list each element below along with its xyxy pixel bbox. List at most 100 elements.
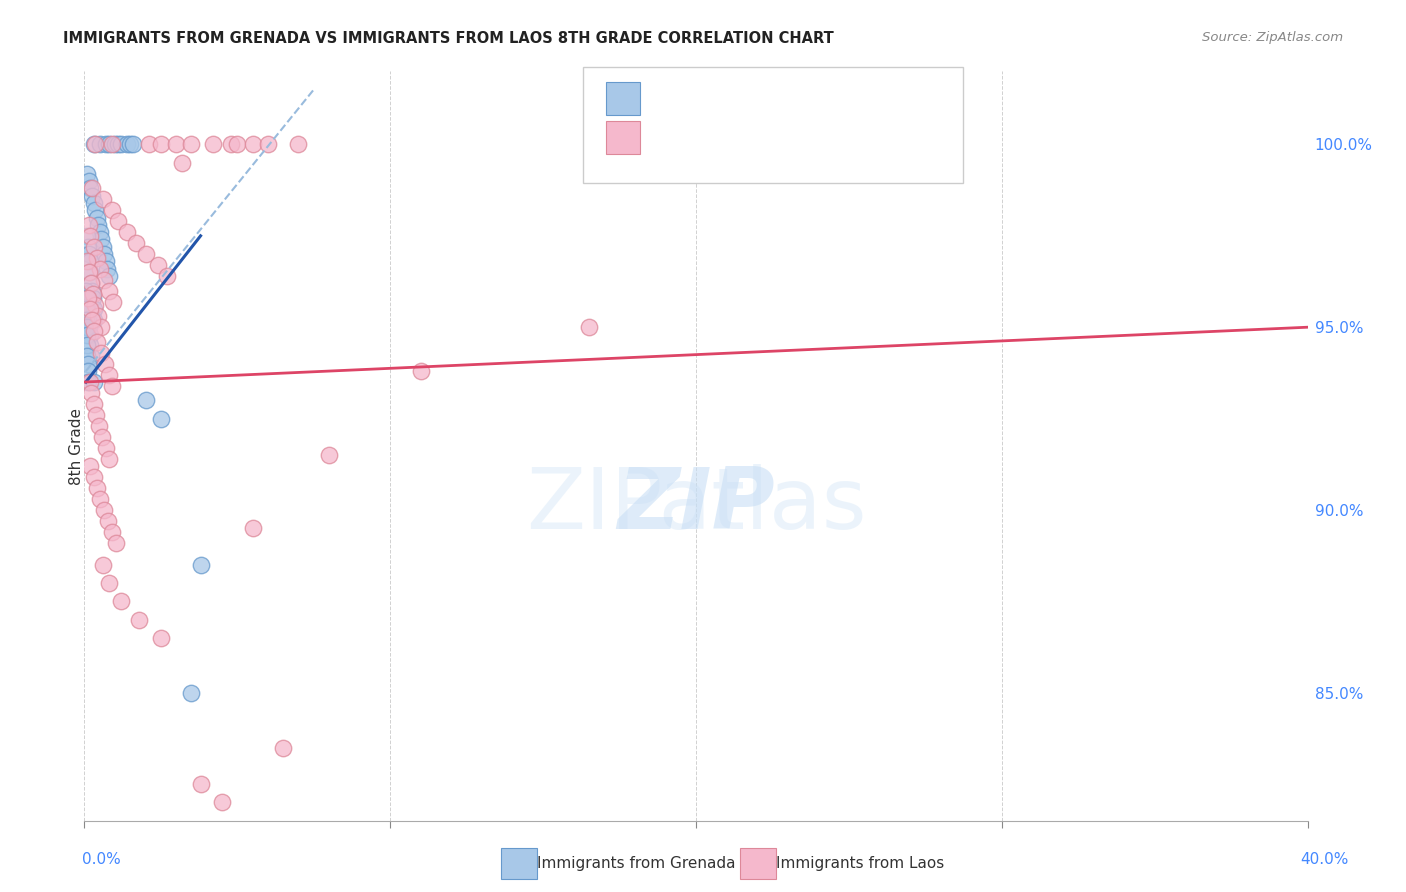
- Point: [98, 451, 121, 466]
- Point: [172, 155, 194, 169]
- Point: [79, 459, 101, 474]
- Point: [242, 137, 264, 152]
- Point: [149, 137, 172, 152]
- Text: 40.0%: 40.0%: [1301, 852, 1348, 867]
- Point: [77, 218, 100, 232]
- Point: [77, 375, 100, 389]
- Point: [90, 232, 112, 246]
- Point: [110, 137, 132, 152]
- Point: [93, 247, 115, 261]
- Text: R =  0.020   N = 74: R = 0.020 N = 74: [650, 128, 825, 147]
- Point: [138, 137, 160, 152]
- Point: [110, 594, 132, 608]
- Point: [165, 137, 187, 152]
- Point: [89, 261, 111, 276]
- Point: [94, 357, 117, 371]
- Point: [103, 294, 125, 309]
- Point: [101, 378, 124, 392]
- Point: [77, 240, 100, 254]
- Point: [83, 301, 105, 316]
- Point: [83, 470, 105, 484]
- Point: [83, 240, 105, 254]
- Point: [76, 320, 98, 334]
- Point: [79, 181, 101, 195]
- Text: Immigrants from Laos: Immigrants from Laos: [776, 856, 945, 871]
- Point: [84, 408, 107, 422]
- Point: [156, 268, 179, 283]
- Point: [107, 137, 129, 152]
- Point: [84, 203, 107, 218]
- Point: [80, 188, 103, 202]
- Point: [105, 536, 128, 550]
- Point: [86, 251, 108, 265]
- Point: [86, 481, 108, 495]
- Point: [287, 137, 309, 152]
- Point: [77, 247, 100, 261]
- Point: [77, 174, 100, 188]
- Point: [83, 324, 105, 338]
- Point: [77, 320, 100, 334]
- Text: 0.0%: 0.0%: [82, 852, 121, 867]
- Point: [90, 346, 112, 360]
- Point: [122, 137, 145, 152]
- Point: [76, 350, 98, 364]
- Point: [125, 236, 148, 251]
- Point: [201, 137, 224, 152]
- Point: [149, 411, 172, 425]
- Point: [271, 740, 294, 755]
- Point: [80, 277, 103, 291]
- Point: [94, 441, 117, 455]
- Point: [128, 613, 150, 627]
- Point: [226, 137, 249, 152]
- Point: [409, 364, 432, 378]
- Point: [80, 386, 103, 401]
- Point: [96, 261, 118, 276]
- Point: [83, 375, 105, 389]
- Point: [79, 375, 101, 389]
- Point: [76, 254, 98, 268]
- Text: Source: ZipAtlas.com: Source: ZipAtlas.com: [1202, 31, 1343, 45]
- Point: [93, 503, 115, 517]
- Point: [76, 228, 98, 243]
- Point: [91, 192, 114, 206]
- Point: [219, 137, 242, 152]
- Point: [86, 334, 108, 349]
- Point: [79, 327, 101, 342]
- Point: [89, 225, 111, 239]
- Point: [89, 137, 111, 152]
- Point: [87, 310, 110, 324]
- Point: [87, 218, 110, 232]
- Text: ZIP: ZIP: [617, 465, 775, 548]
- Point: [135, 247, 157, 261]
- Text: IMMIGRANTS FROM GRENADA VS IMMIGRANTS FROM LAOS 8TH GRADE CORRELATION CHART: IMMIGRANTS FROM GRENADA VS IMMIGRANTS FR…: [63, 31, 834, 46]
- Point: [578, 320, 600, 334]
- Point: [97, 368, 120, 382]
- Point: [79, 265, 101, 279]
- Point: [79, 338, 101, 352]
- Point: [87, 418, 110, 433]
- Point: [84, 137, 107, 152]
- Point: [76, 291, 98, 305]
- Point: [80, 284, 103, 298]
- Point: [76, 327, 98, 342]
- Point: [91, 430, 114, 444]
- Point: [97, 514, 120, 528]
- Point: [83, 137, 105, 152]
- Point: [77, 265, 100, 279]
- Point: [90, 320, 112, 334]
- Point: [75, 301, 97, 316]
- Point: [120, 137, 142, 152]
- Point: [76, 301, 98, 316]
- Point: [91, 558, 114, 572]
- Point: [80, 181, 103, 195]
- Point: [115, 225, 138, 239]
- Point: [77, 313, 100, 327]
- Point: [190, 777, 212, 791]
- Point: [104, 137, 127, 152]
- Point: [101, 137, 124, 152]
- Point: [76, 357, 98, 371]
- Point: [76, 338, 98, 352]
- Point: [77, 291, 100, 305]
- Point: [79, 254, 101, 268]
- Point: [91, 240, 114, 254]
